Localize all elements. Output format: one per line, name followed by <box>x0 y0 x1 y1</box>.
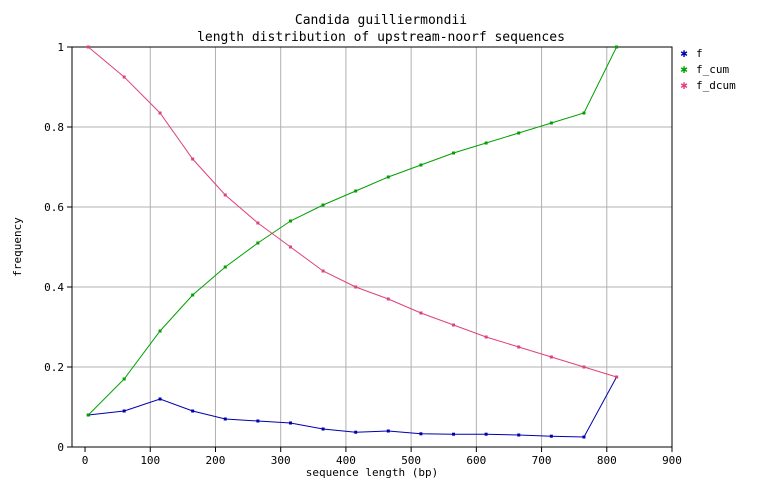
x-tick-label: 0 <box>82 454 89 467</box>
y-tick-label: 0.2 <box>44 361 64 374</box>
data-point <box>549 121 553 125</box>
data-point <box>122 409 126 413</box>
data-point <box>86 45 90 49</box>
data-point <box>419 163 423 167</box>
data-point <box>288 421 292 425</box>
data-point <box>517 131 521 135</box>
data-point <box>321 203 325 207</box>
data-point <box>582 365 586 369</box>
y-axis-label: frequency <box>11 217 24 277</box>
data-point <box>517 433 521 437</box>
series-f-dcum <box>86 45 619 379</box>
series-line <box>87 46 618 416</box>
legend-item-f-dcum: ✱ f_dcum <box>680 78 736 92</box>
plot-frame <box>71 46 673 448</box>
series-line <box>88 376 618 438</box>
data-point <box>419 311 423 315</box>
legend-label: f <box>696 47 703 60</box>
x-tick-label: 700 <box>532 454 552 467</box>
data-point <box>615 45 619 49</box>
data-point <box>582 111 586 115</box>
legend-label: f_dcum <box>696 79 736 92</box>
y-axis-ticks: 0 0.2 0.4 0.6 0.8 1 <box>44 41 72 454</box>
data-point <box>191 409 195 413</box>
data-point <box>158 397 162 401</box>
data-point <box>191 157 195 161</box>
data-point <box>484 432 488 436</box>
legend-label: f_cum <box>696 63 729 76</box>
data-point <box>517 345 521 349</box>
data-point <box>549 434 553 438</box>
data-point <box>419 432 423 436</box>
data-point <box>386 297 390 301</box>
chart-subtitle: length distribution of upstream-noorf se… <box>197 30 565 45</box>
x-axis-ticks: 0 100 200 300 400 500 600 700 800 900 <box>82 447 682 467</box>
y-tick-label: 0.4 <box>44 281 64 294</box>
legend: ✱ f✱ f_cum✱ f_dcum <box>680 46 736 92</box>
data-point <box>452 432 456 436</box>
x-tick-label: 900 <box>662 454 682 467</box>
x-tick-label: 300 <box>271 454 291 467</box>
data-point <box>386 429 390 433</box>
legend-item-f: ✱ f <box>680 46 702 60</box>
data-point <box>223 417 227 421</box>
data-point <box>321 269 325 273</box>
data-point <box>354 189 358 193</box>
data-point <box>615 375 619 379</box>
data-point <box>223 193 227 197</box>
data-point <box>158 111 162 115</box>
data-point <box>256 419 260 423</box>
series-f <box>86 375 619 439</box>
series-f-cum <box>86 45 619 417</box>
legend-marker-icon: ✱ <box>680 62 687 76</box>
y-tick-label: 0 <box>57 441 64 454</box>
data-point <box>452 323 456 327</box>
data-point <box>122 377 126 381</box>
x-tick-label: 600 <box>466 454 486 467</box>
data-point <box>223 265 227 269</box>
legend-marker-icon: ✱ <box>680 46 687 60</box>
data-point <box>549 355 553 359</box>
data-point <box>288 219 292 223</box>
data-point <box>288 245 292 249</box>
data-point <box>191 293 195 297</box>
chart-title: Candida guilliermondii <box>295 13 467 28</box>
data-point <box>354 285 358 289</box>
x-tick-label: 200 <box>206 454 226 467</box>
y-tick-label: 0.6 <box>44 201 64 214</box>
legend-item-f-cum: ✱ f_cum <box>680 62 729 76</box>
data-point <box>354 430 358 434</box>
data-point <box>386 175 390 179</box>
data-point <box>122 75 126 79</box>
series-layer <box>86 45 619 439</box>
data-point <box>321 427 325 431</box>
x-tick-label: 800 <box>597 454 617 467</box>
x-tick-label: 400 <box>336 454 356 467</box>
grid-lines <box>72 47 672 447</box>
x-axis-label: sequence length (bp) <box>306 466 438 479</box>
data-point <box>582 435 586 439</box>
data-point <box>158 329 162 333</box>
y-tick-label: 1 <box>57 41 64 54</box>
data-point <box>86 413 90 417</box>
legend-marker-icon: ✱ <box>680 78 687 92</box>
data-point <box>452 151 456 155</box>
series-line <box>87 46 617 378</box>
data-point <box>484 335 488 339</box>
x-tick-label: 100 <box>140 454 160 467</box>
data-point <box>256 221 260 225</box>
y-tick-label: 0.8 <box>44 121 64 134</box>
data-point <box>256 241 260 245</box>
data-point <box>484 141 488 145</box>
x-tick-label: 500 <box>401 454 421 467</box>
